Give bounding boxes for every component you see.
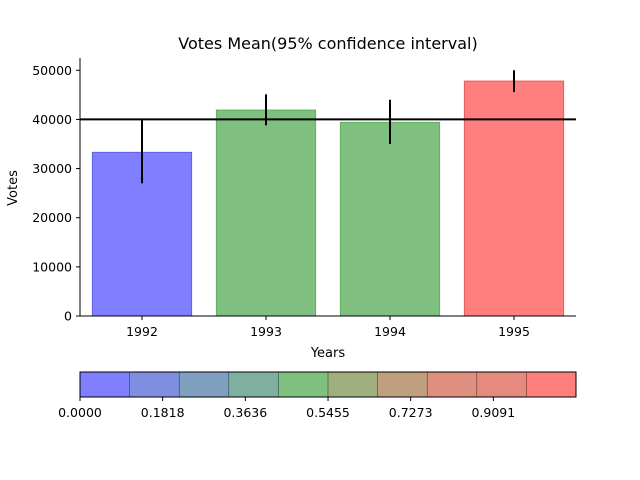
colorbar-cell xyxy=(228,372,279,397)
bars-group xyxy=(91,80,565,317)
y-tick-label: 20000 xyxy=(32,210,72,225)
colorbar-cell xyxy=(179,372,230,397)
colorbar-cell xyxy=(80,372,130,397)
x-tick-label: 1992 xyxy=(126,324,158,339)
y-axis-title: Votes xyxy=(6,170,21,206)
x-axis-title: Years xyxy=(310,346,346,361)
y-ticks-group: 0 10000 20000 30000 40000 50000 xyxy=(32,63,80,324)
bar-1994 xyxy=(339,121,441,317)
colorbar-cell xyxy=(129,372,180,397)
bar-1993 xyxy=(215,109,317,317)
colorbar-tick-label: 0.7273 xyxy=(389,405,433,420)
colorbar-cell xyxy=(476,372,527,397)
y-tick-label: 30000 xyxy=(32,161,72,176)
x-tick-label: 1993 xyxy=(250,324,282,339)
y-tick-label: 40000 xyxy=(32,112,72,127)
y-tick-label: 50000 xyxy=(32,63,72,78)
chart-title: Votes Mean(95% confidence interval) xyxy=(178,34,477,53)
colorbar-tick-label: 0.9091 xyxy=(471,405,515,420)
x-tick-label: 1994 xyxy=(374,324,406,339)
colorbar-cell xyxy=(377,372,428,397)
colorbar-cell xyxy=(328,372,378,397)
colorbar-tick-label: 0.1818 xyxy=(141,405,185,420)
colorbar: 0.0000 0.1818 0.3636 0.5455 0.7273 0.9091 xyxy=(58,371,577,420)
x-tick-label: 1995 xyxy=(498,324,530,339)
y-tick-label: 0 xyxy=(64,309,72,324)
error-bars-group xyxy=(141,70,515,184)
colorbar-tick-label: 0.0000 xyxy=(58,405,102,420)
bar-1995 xyxy=(463,80,565,317)
colorbar-cell xyxy=(526,372,577,397)
colorbar-tick-label: 0.3636 xyxy=(223,405,267,420)
colorbar-ticks-group: 0.0000 0.1818 0.3636 0.5455 0.7273 0.9091 xyxy=(58,397,515,420)
colorbar-cell xyxy=(278,372,329,397)
colorbar-tick-label: 0.5455 xyxy=(306,405,350,420)
colorbar-cells xyxy=(80,372,577,397)
y-tick-label: 10000 xyxy=(32,259,72,274)
colorbar-cell xyxy=(427,372,478,397)
x-ticks-group: 1992 1993 1994 1995 xyxy=(126,316,530,339)
